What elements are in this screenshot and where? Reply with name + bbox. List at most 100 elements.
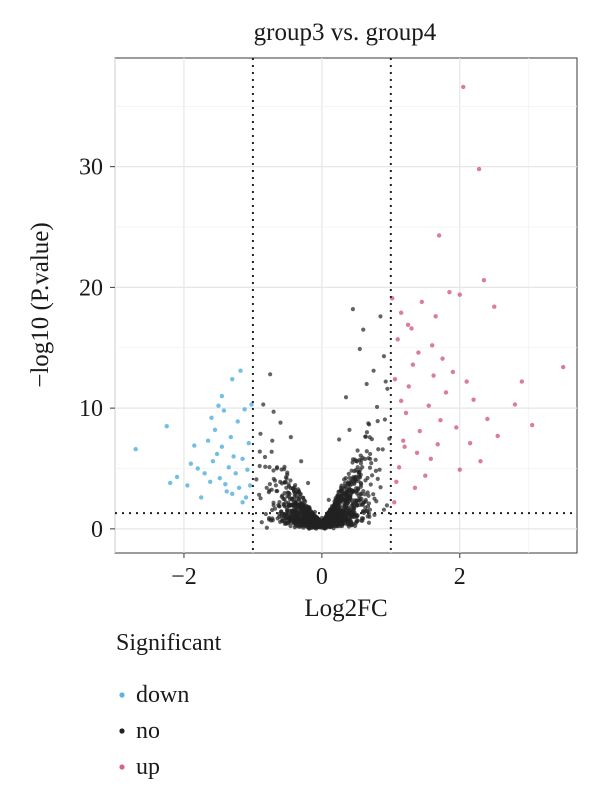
point-up: [433, 314, 438, 319]
point-no: [314, 526, 319, 531]
point-no: [298, 516, 303, 522]
point-no: [311, 514, 316, 519]
point-up: [454, 425, 459, 430]
point-no: [378, 485, 383, 490]
point-up: [410, 362, 416, 367]
point-no: [267, 482, 272, 487]
point-no: [367, 507, 373, 512]
point-no: [292, 525, 297, 530]
point-no: [345, 518, 350, 523]
point-no: [363, 478, 368, 483]
point-no: [328, 520, 333, 525]
point-up: [419, 299, 425, 305]
point-no: [288, 478, 293, 483]
point-no: [349, 511, 354, 516]
point-down: [240, 500, 245, 505]
point-up: [428, 456, 434, 462]
point-no: [267, 465, 272, 470]
point-no: [304, 505, 310, 510]
point-up: [495, 433, 500, 439]
point-no: [374, 404, 380, 410]
point-up: [485, 416, 490, 422]
point-no: [281, 502, 287, 507]
point-down: [223, 481, 228, 487]
point-up: [417, 428, 422, 434]
point-up: [457, 467, 462, 472]
point-no: [359, 496, 364, 501]
point-no: [383, 379, 388, 384]
point-no: [298, 491, 303, 496]
point-no: [292, 521, 297, 526]
point-up: [406, 384, 411, 389]
point-up: [478, 459, 483, 464]
point-no: [375, 419, 380, 424]
point-down: [231, 454, 236, 459]
point-no: [299, 459, 304, 464]
point-no: [283, 515, 288, 521]
point-no: [359, 492, 364, 497]
point-no: [358, 482, 364, 487]
point-down: [243, 495, 249, 500]
point-no: [288, 523, 293, 529]
point-no: [360, 465, 365, 470]
point-no: [335, 492, 340, 498]
point-down: [188, 461, 194, 466]
point-no: [335, 520, 340, 526]
y-axis-title: −log10 (P.value): [27, 222, 54, 387]
point-no: [339, 483, 344, 488]
point-down: [210, 459, 216, 464]
point-no: [274, 488, 279, 494]
point-no: [284, 485, 289, 490]
point-no: [367, 465, 373, 470]
point-no: [351, 501, 356, 506]
point-no: [282, 464, 287, 469]
x-axis-title: Log2FC: [304, 595, 387, 622]
point-no: [306, 515, 311, 520]
point-no: [285, 472, 290, 477]
point-no: [384, 503, 390, 508]
y-tick-label: 10: [79, 396, 103, 422]
point-no: [354, 474, 359, 479]
point-up: [423, 473, 428, 478]
point-no: [371, 368, 376, 373]
point-no: [344, 514, 349, 520]
point-no: [368, 451, 373, 457]
point-no: [352, 469, 357, 474]
y-tick-label: 30: [79, 155, 103, 181]
point-up: [476, 166, 482, 172]
point-up: [529, 422, 535, 428]
x-axis-ticks: −2 0 2: [171, 553, 466, 590]
legend-label-down: down: [136, 682, 189, 708]
point-up: [447, 290, 452, 295]
point-no: [270, 507, 275, 513]
point-no: [302, 498, 307, 503]
point-up: [440, 356, 445, 361]
point-up: [438, 417, 443, 423]
legend: Significant down no up: [116, 630, 222, 780]
point-no: [342, 503, 347, 508]
point-up: [429, 343, 435, 348]
point-no: [364, 430, 370, 435]
point-no: [262, 454, 268, 460]
point-no: [350, 457, 356, 462]
point-no: [300, 502, 305, 507]
point-no: [354, 489, 359, 494]
point-no: [284, 476, 289, 481]
point-no: [259, 520, 264, 525]
point-no: [361, 488, 366, 494]
point-up: [396, 465, 402, 470]
point-no: [306, 522, 311, 527]
point-down: [242, 407, 247, 412]
point-up: [450, 369, 456, 375]
legend-key-no: [119, 728, 125, 734]
point-down: [230, 491, 235, 497]
point-no: [288, 434, 293, 440]
point-up: [414, 450, 420, 455]
point-down: [185, 483, 190, 488]
point-no: [385, 386, 390, 391]
point-up: [398, 398, 404, 404]
legend-label-no: no: [136, 718, 160, 744]
point-no: [366, 421, 371, 426]
point-no: [380, 447, 385, 452]
